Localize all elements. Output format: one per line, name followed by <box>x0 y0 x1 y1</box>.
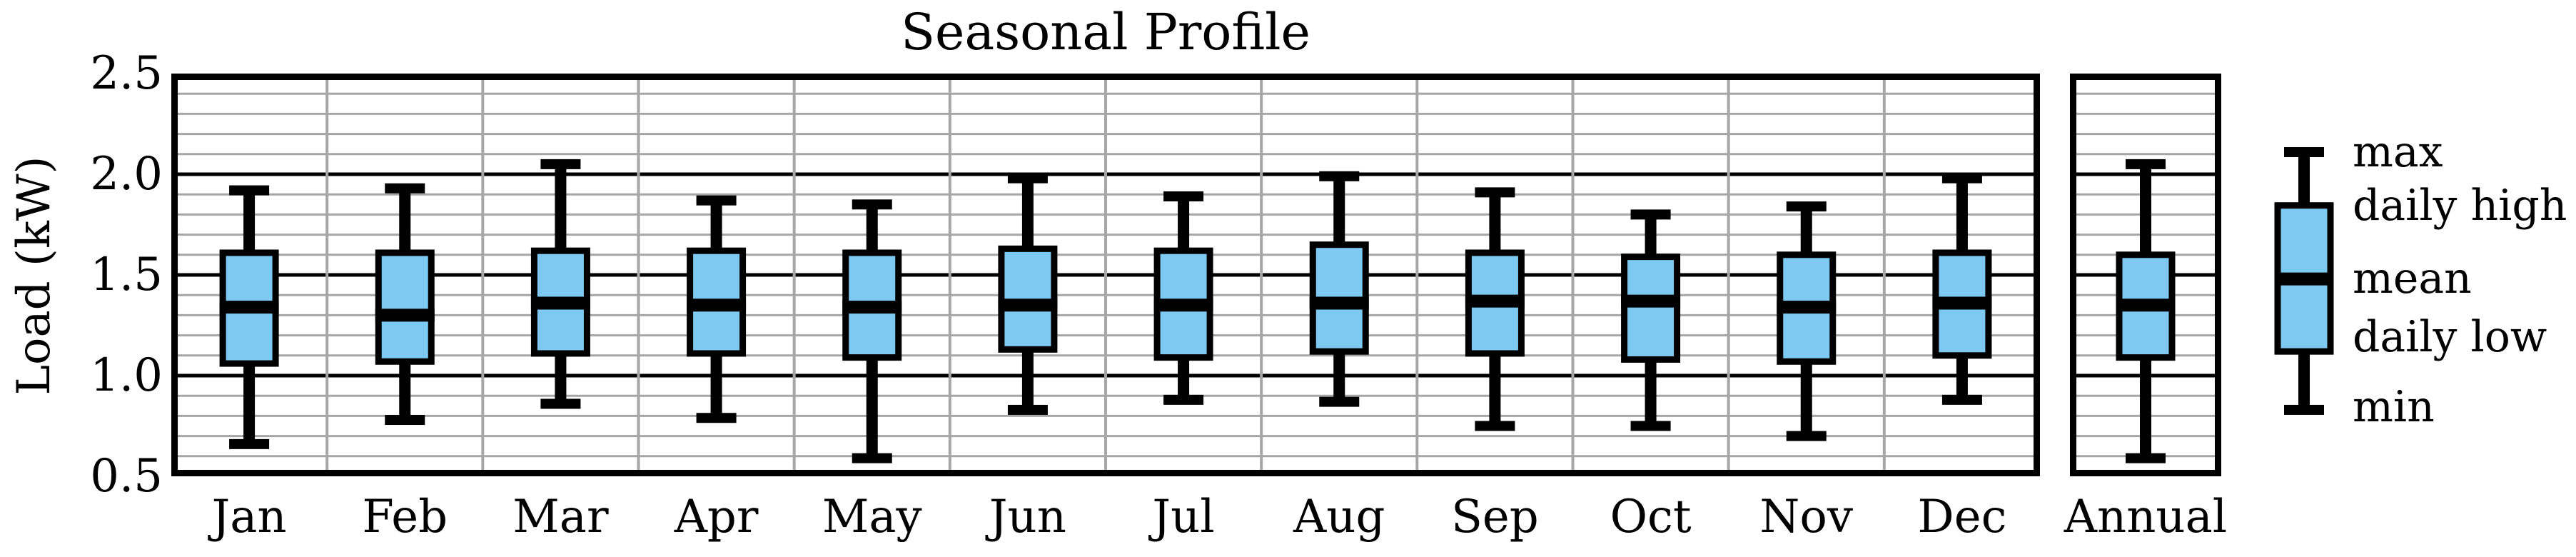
box-plot-feb <box>375 183 435 426</box>
chart-title: Seasonal Profile <box>901 3 1310 61</box>
monthly-plot-panel <box>171 74 2040 476</box>
panel-border <box>2070 74 2221 476</box>
x-tick-label-may: May <box>822 491 922 543</box>
y-tick-label: 2.0 <box>90 148 163 201</box>
x-tick-label-jun: Jun <box>989 491 1066 543</box>
mean-line <box>1465 294 1525 308</box>
box-plot-aug <box>1309 171 1369 407</box>
max-cap <box>229 185 270 196</box>
min-cap <box>1319 396 1360 407</box>
x-tick-label-annual: Annual <box>2064 491 2228 543</box>
max-cap <box>696 195 737 206</box>
x-tick-label-oct: Oct <box>1610 491 1692 543</box>
x-tick-label-apr: Apr <box>674 491 759 543</box>
y-tick-label: 1.0 <box>90 349 163 402</box>
max-cap <box>852 199 892 210</box>
box-plot-apr <box>687 195 747 423</box>
max-cap <box>1941 173 1982 184</box>
mean-line <box>219 301 279 314</box>
x-tick-label-jul: Jul <box>1152 491 1215 543</box>
mean-line <box>1309 296 1369 310</box>
mean-line <box>530 296 590 310</box>
box-plot-annual <box>2116 159 2176 463</box>
mean-line <box>375 308 435 322</box>
min-cap <box>1630 421 1671 431</box>
min-cap <box>2126 453 2166 463</box>
max-cap <box>1319 171 1360 181</box>
max-cap <box>2126 159 2166 169</box>
y-tick-label: 0.5 <box>90 450 163 503</box>
box-plot-nov <box>1777 201 1837 441</box>
panel-border <box>171 74 2040 476</box>
box-plot-jan <box>219 185 279 449</box>
min-cap <box>1941 394 1982 405</box>
min-cap <box>385 415 425 426</box>
box-plot-jun <box>998 173 1058 415</box>
y-tick-label: 1.5 <box>90 249 163 301</box>
mean-line <box>1932 296 1992 310</box>
max-cap <box>1163 191 1204 202</box>
max-cap <box>1007 173 1048 184</box>
x-tick-label-aug: Aug <box>1293 491 1385 543</box>
mean-line <box>2116 298 2176 312</box>
min-cap <box>852 453 892 463</box>
legend-label-min: min <box>2353 382 2435 432</box>
min-cap <box>1475 421 1515 431</box>
box-plot-oct <box>1621 209 1681 431</box>
x-tick-label-feb: Feb <box>362 491 448 543</box>
max-cap <box>540 159 581 169</box>
y-tick-label: 2.5 <box>90 47 163 100</box>
min-cap <box>229 438 270 449</box>
mean-line <box>687 298 747 312</box>
legend-label-max: max <box>2353 127 2443 177</box>
mean-line <box>2274 272 2334 286</box>
x-tick-label-mar: Mar <box>512 491 609 543</box>
min-cap <box>1163 394 1204 405</box>
mean-line <box>842 301 902 314</box>
max-cap <box>385 183 425 194</box>
max-cap <box>1786 201 1827 212</box>
legend-label-daily-low: daily low <box>2353 312 2547 362</box>
x-tick-label-nov: Nov <box>1759 491 1854 543</box>
x-tick-label-dec: Dec <box>1917 491 2007 543</box>
legend-label-mean: mean <box>2353 254 2472 303</box>
box-plot-dec <box>1932 173 1992 405</box>
x-tick-label-jan: Jan <box>211 491 287 543</box>
mean-line <box>1777 301 1837 314</box>
max-cap <box>1630 209 1671 220</box>
min-cap <box>1786 431 1827 441</box>
box <box>375 249 435 365</box>
box-plot-sep <box>1465 187 1525 431</box>
box <box>1621 254 1681 363</box>
annual-plot-panel <box>2070 74 2221 476</box>
x-tick-label-sep: Sep <box>1451 491 1539 543</box>
box-plot-mar <box>530 159 590 409</box>
mean-line <box>1153 298 1213 312</box>
max-cap <box>1475 187 1515 198</box>
box-plot-jul <box>1153 191 1213 405</box>
min-cap <box>2284 404 2324 415</box>
min-cap <box>696 413 737 423</box>
min-cap <box>540 398 581 409</box>
min-cap <box>1007 404 1048 415</box>
mean-line <box>998 298 1058 312</box>
legend-label-daily-high: daily high <box>2353 181 2567 231</box>
mean-line <box>1621 294 1681 308</box>
box-plot-may <box>842 199 902 463</box>
legend-sample-glyph <box>2274 146 2334 415</box>
legend-sample-boxplot <box>2261 74 2347 476</box>
max-cap <box>2284 146 2324 157</box>
